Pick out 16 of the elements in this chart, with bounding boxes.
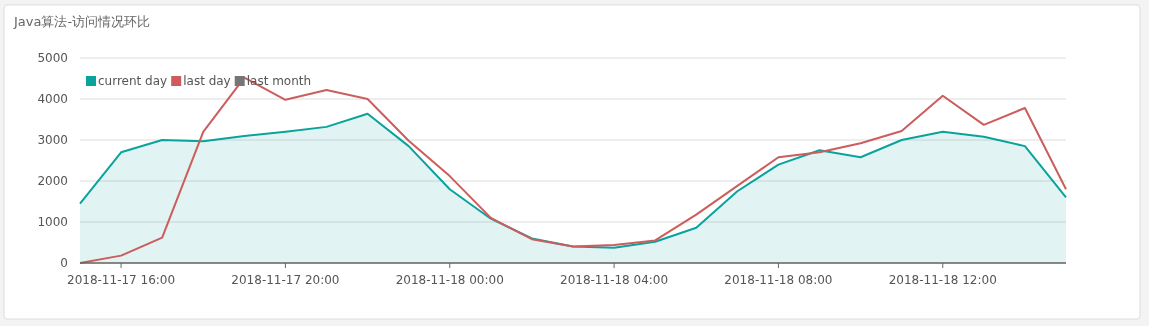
x-tick-label: 2018-11-17 20:00 [231, 273, 340, 287]
y-tick-label: 0 [60, 256, 68, 270]
y-tick-label: 4000 [37, 92, 68, 106]
x-tick-label: 2018-11-18 00:00 [395, 273, 504, 287]
y-tick-label: 1000 [37, 215, 68, 229]
legend-label: current day [98, 74, 168, 88]
y-tick-label: 2000 [37, 174, 68, 188]
y-tick-label: 5000 [37, 51, 68, 65]
y-tick-label: 3000 [37, 133, 68, 147]
x-tick-label: 2018-11-18 04:00 [560, 273, 669, 287]
legend-label: last day [183, 74, 231, 88]
x-tick-label: 2018-11-18 12:00 [888, 273, 997, 287]
x-tick-label: 2018-11-17 16:00 [67, 273, 176, 287]
chart-title: Java算法-访问情况环比 [13, 14, 151, 29]
legend-label: last month [246, 74, 312, 88]
x-tick-label: 2018-11-18 08:00 [724, 273, 833, 287]
